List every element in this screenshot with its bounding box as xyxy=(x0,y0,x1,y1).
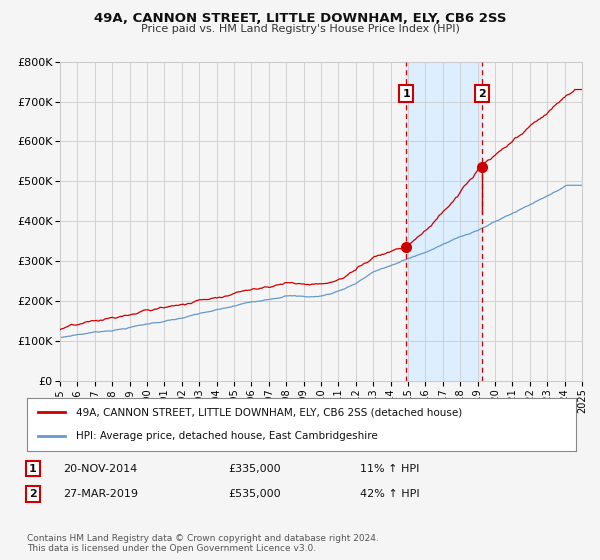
Text: 1: 1 xyxy=(29,464,37,474)
Text: 42% ↑ HPI: 42% ↑ HPI xyxy=(360,489,419,499)
Text: 20-NOV-2014: 20-NOV-2014 xyxy=(63,464,137,474)
Text: Price paid vs. HM Land Registry's House Price Index (HPI): Price paid vs. HM Land Registry's House … xyxy=(140,24,460,34)
Text: HPI: Average price, detached house, East Cambridgeshire: HPI: Average price, detached house, East… xyxy=(76,431,378,441)
Text: 2: 2 xyxy=(478,88,485,99)
Text: 11% ↑ HPI: 11% ↑ HPI xyxy=(360,464,419,474)
Text: 49A, CANNON STREET, LITTLE DOWNHAM, ELY, CB6 2SS (detached house): 49A, CANNON STREET, LITTLE DOWNHAM, ELY,… xyxy=(76,408,463,418)
Text: 27-MAR-2019: 27-MAR-2019 xyxy=(63,489,138,499)
Bar xyxy=(406,62,482,381)
Text: £335,000: £335,000 xyxy=(228,464,281,474)
Text: 2: 2 xyxy=(29,489,37,499)
Text: 1: 1 xyxy=(402,88,410,99)
Text: £535,000: £535,000 xyxy=(228,489,281,499)
Text: Contains HM Land Registry data © Crown copyright and database right 2024.
This d: Contains HM Land Registry data © Crown c… xyxy=(27,534,379,553)
Text: 49A, CANNON STREET, LITTLE DOWNHAM, ELY, CB6 2SS: 49A, CANNON STREET, LITTLE DOWNHAM, ELY,… xyxy=(94,12,506,25)
